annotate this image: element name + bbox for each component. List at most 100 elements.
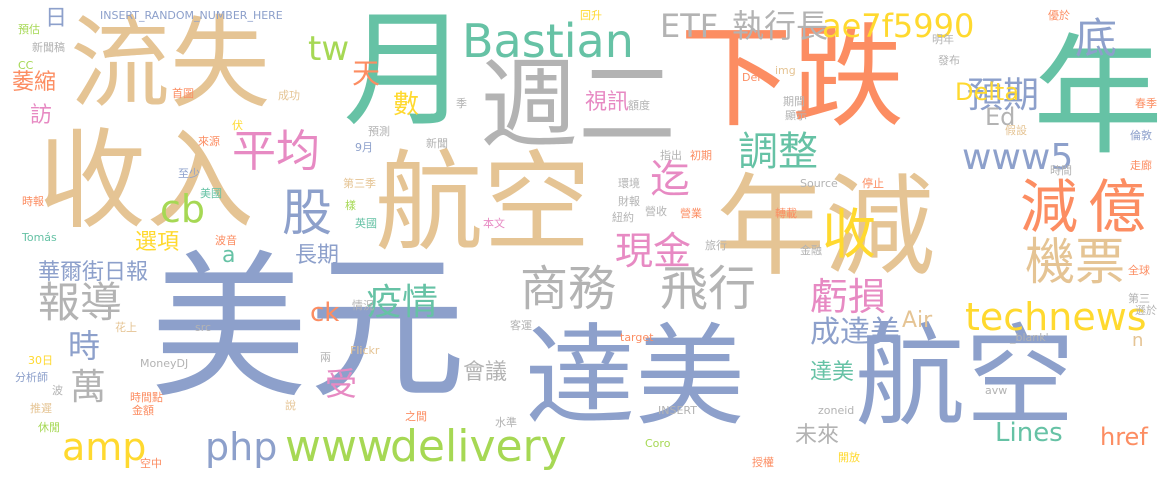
word: 選項: [135, 230, 180, 255]
word: 客運: [510, 319, 532, 332]
word: 月: [343, 0, 469, 144]
word: ae7f5990: [822, 7, 975, 45]
word: 年: [1033, 21, 1164, 173]
word: Delta: [955, 78, 1020, 106]
word: 金額: [132, 404, 154, 417]
word: cb: [160, 187, 206, 231]
word: 收: [822, 203, 876, 266]
word: 平均: [232, 126, 320, 177]
word: delivery: [390, 421, 567, 472]
word: 優於: [1048, 9, 1070, 22]
word: 日: [45, 6, 68, 31]
word: 停止: [862, 177, 884, 190]
word: 預估: [18, 23, 40, 36]
word: 機票: [1025, 233, 1125, 291]
word: 時: [68, 327, 101, 365]
word: amp: [62, 425, 147, 469]
word: 航空: [855, 313, 1075, 441]
word: 流失: [70, 5, 270, 122]
word: 樣: [345, 199, 356, 212]
word: 時間點: [130, 391, 163, 404]
word: 金融: [800, 244, 822, 257]
word: 長期: [295, 243, 340, 268]
word: 飛行: [660, 261, 757, 317]
word: 時間: [1050, 164, 1072, 177]
word: 紐約: [612, 211, 634, 224]
word: technews: [965, 295, 1147, 339]
word: 第三: [1128, 292, 1150, 305]
word: 收入: [38, 119, 255, 244]
word: 執行長: [732, 7, 829, 45]
word: 下跌: [680, 13, 904, 143]
word: 新聞稿: [32, 41, 65, 54]
word: 季: [456, 97, 467, 110]
word: 預期: [967, 75, 1040, 116]
word: 美國: [200, 187, 222, 200]
word: 受: [325, 365, 358, 403]
word: Lines: [995, 418, 1063, 448]
word: 推遲: [30, 402, 52, 415]
word: 視訊: [585, 90, 630, 115]
word: 財報: [618, 195, 640, 208]
word: 虧損: [810, 275, 887, 319]
word: 會議: [463, 360, 508, 385]
word: 波: [52, 384, 63, 397]
word: 波音: [215, 234, 237, 247]
word: ETF: [660, 7, 719, 45]
word: 底: [1075, 14, 1118, 63]
word: 水準: [495, 416, 517, 429]
word: CC: [18, 59, 34, 72]
word: 分析師: [15, 371, 48, 384]
word: 伏: [232, 119, 243, 132]
word: www5: [962, 137, 1074, 178]
word: 達美: [525, 313, 745, 441]
word: 旅行: [705, 239, 727, 252]
word: 轉載: [775, 207, 797, 220]
word: _blank': [1010, 331, 1049, 344]
word: 來源: [198, 135, 220, 148]
word: 萬: [70, 367, 107, 408]
word: 全球: [1128, 264, 1150, 277]
word: 成功: [278, 89, 300, 102]
word: 第三季: [343, 177, 376, 190]
word: 花上: [115, 321, 137, 334]
word: 說: [285, 399, 296, 412]
word: 30日: [28, 354, 53, 367]
word: www: [285, 421, 393, 472]
word: 現金: [615, 229, 692, 273]
word: 股: [282, 184, 332, 242]
word: 營收: [645, 205, 667, 218]
word: target: [620, 331, 654, 344]
word: 迄: [650, 157, 690, 203]
word: INSERT: [658, 404, 697, 417]
word: MoneyDJ: [140, 357, 189, 370]
word: href: [1100, 423, 1148, 451]
word: Bastian: [462, 14, 634, 68]
word: 倫敦: [1130, 129, 1152, 142]
word: 時報: [22, 195, 44, 208]
word: 假設: [1005, 124, 1027, 137]
word: 未來: [795, 423, 840, 448]
word: 萎縮: [12, 70, 57, 95]
word: 億: [1088, 173, 1147, 241]
word: 9月: [355, 141, 373, 154]
word: 週二: [480, 48, 677, 162]
word: 初期: [690, 149, 712, 162]
word: Air: [902, 308, 933, 333]
word: 數: [393, 90, 420, 120]
word: ck: [310, 298, 340, 328]
word: 華爾街日報: [38, 260, 149, 285]
word: tw: [308, 29, 350, 69]
word: n: [1132, 330, 1144, 351]
word: a: [222, 243, 236, 268]
word: 至少: [178, 167, 200, 180]
word: 環境: [618, 177, 640, 190]
word: 遜於: [1135, 304, 1157, 317]
word: 美元: [150, 237, 466, 421]
word: 休閒: [38, 421, 60, 434]
word: Tomás: [22, 231, 57, 244]
word: 兩: [320, 351, 331, 364]
word: Source: [800, 177, 838, 190]
word: 授權: [752, 456, 774, 469]
